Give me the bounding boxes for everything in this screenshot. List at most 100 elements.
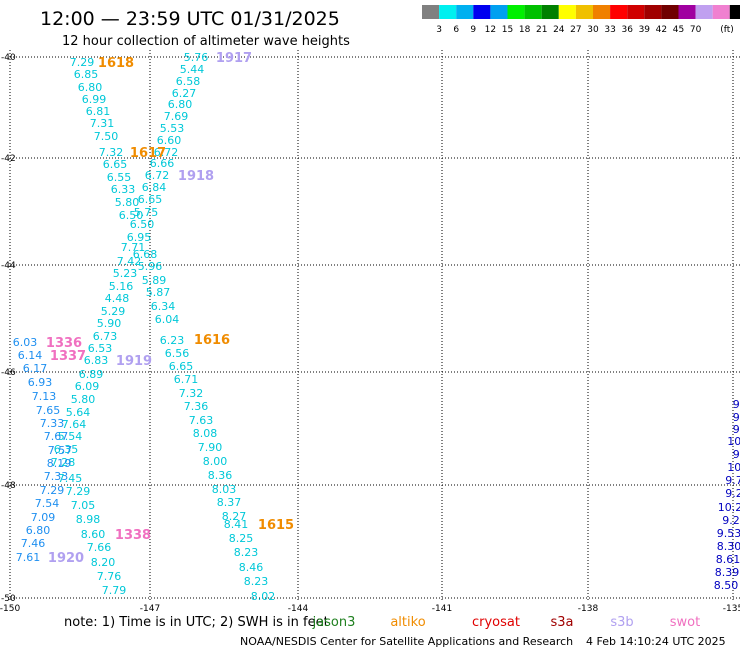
wave-height-value: 7.66 <box>87 541 112 554</box>
wave-height-value: 8.27 <box>222 510 247 523</box>
pass-time: 1338 <box>115 528 151 543</box>
wave-height-value: 9. <box>733 398 740 411</box>
legend-tick-label: 39 <box>639 25 651 35</box>
lat-label: -40 <box>1 53 16 63</box>
lat-label: -50 <box>1 594 16 604</box>
legend-tick-label: 6 <box>453 25 459 35</box>
color-legend: 3 6 9 12 15 18 21 24 27 30 33 36 39 42 45 70 (ft) <box>422 5 740 35</box>
wave-height-value: 8.20 <box>91 556 116 569</box>
wave-height-value: 6.60 <box>157 134 182 147</box>
footer-credit: NOAA/NESDIS Center for Satellite Applica… <box>240 635 573 648</box>
wave-height-value: 6.65 <box>169 360 194 373</box>
legend-swatch <box>541 5 559 19</box>
wave-height-value: 8.50 <box>714 579 739 592</box>
wave-height-value: 5.87 <box>146 286 171 299</box>
lat-label: -42 <box>1 154 16 164</box>
track-b: 5.765.446.586.276.807.695.536.606.726.66… <box>127 51 276 603</box>
wave-height-value: 7.61 <box>16 551 41 564</box>
wave-height-value: 7.90 <box>198 441 223 454</box>
wave-height-value: 5.16 <box>109 280 134 293</box>
wave-height-value: 6.80 <box>26 524 51 537</box>
wave-height-value: 6.72 <box>154 146 179 159</box>
wave-height-value: 5.29 <box>101 305 126 318</box>
wave-height-value: 7.71 <box>121 241 146 254</box>
satellite-altiko: altiko <box>390 615 425 630</box>
legend-tick-label: 12 <box>485 25 496 35</box>
wave-height-value: 7.31 <box>90 117 115 130</box>
wave-height-value: 9.2 <box>725 487 740 500</box>
pass-time: 1616 <box>194 333 230 348</box>
wave-height-value: 6.93 <box>28 376 53 389</box>
wave-height-value: 6.80 <box>78 81 103 94</box>
pass-time: 1617 <box>130 146 166 161</box>
wave-height-value: 7.32 <box>179 387 204 400</box>
legend-swatch <box>695 5 713 19</box>
legend-swatch <box>490 5 508 19</box>
wave-height-value: 8.98 <box>76 513 101 526</box>
wave-height-value: 7.69 <box>164 110 189 123</box>
wave-height-value: 6.83 <box>84 354 109 367</box>
legend-swatch <box>712 5 730 19</box>
wave-height-value: 6.80 <box>168 98 193 111</box>
legend-tick-label: 15 <box>502 25 513 35</box>
wave-height-value: 8.02 <box>251 590 276 603</box>
track-d: 9.9.9.10.9.10.9.79.210.29.29.538.308.618… <box>714 398 740 592</box>
wave-height-value: 8.25 <box>229 532 254 545</box>
wave-height-value: 5.53 <box>160 122 185 135</box>
wave-height-value: 5.80 <box>71 393 96 406</box>
legend-swatch <box>627 5 645 19</box>
legend-tick-label: 70 <box>690 25 702 35</box>
wave-height-value: 6.85 <box>74 68 99 81</box>
legend-swatch <box>610 5 628 19</box>
wave-height-value: 7.50 <box>94 130 119 143</box>
wave-height-value: 9.7 <box>725 474 740 487</box>
footer-note: note: 1) Time is in UTC; 2) SWH is in fe… <box>64 615 329 630</box>
wave-height-value: 7.46 <box>21 537 46 550</box>
satellite-s3b: s3b <box>610 615 633 630</box>
wave-height-value: 9. <box>733 423 740 436</box>
footer-timestamp: 4 Feb 14:10:24 UTC 2025 <box>586 635 726 648</box>
wave-height-value: 5.89 <box>142 274 167 287</box>
wave-height-value: 6.99 <box>82 93 107 106</box>
satellite-jason3: jason3 <box>312 615 356 630</box>
wave-height-value: 6.35 <box>54 443 79 456</box>
satellite-cryosat: cryosat <box>472 615 520 630</box>
wave-height-value: 7.76 <box>97 570 122 583</box>
legend-swatch <box>456 5 474 19</box>
wave-height-value: 9. <box>733 448 740 461</box>
legend-swatch <box>644 5 662 19</box>
wave-height-value: 8.23 <box>244 575 269 588</box>
wave-height-value: 7.67 <box>44 430 69 443</box>
legend-swatch <box>473 5 491 19</box>
wave-height-value: 7.54 <box>35 497 60 510</box>
wave-height-value: 9.2 <box>722 514 740 527</box>
wave-height-value: 5.54 <box>58 430 83 443</box>
lat-label: -46 <box>1 368 16 378</box>
legend-tick-label: 3 <box>436 25 442 35</box>
wave-height-value: 5.96 <box>138 260 163 273</box>
legend-swatch <box>507 5 525 19</box>
legend-swatch <box>729 5 740 19</box>
longitude-labels: -150 -147 -144 -141 -138 -135 <box>0 604 740 614</box>
wave-height-value: 5.90 <box>97 317 122 330</box>
legend-swatch <box>524 5 542 19</box>
wave-height-value: 7.57 <box>48 444 73 457</box>
wave-height-value: 7.42 <box>117 255 142 268</box>
wave-height-value: 6.50 <box>119 209 144 222</box>
wave-height-value: 6.95 <box>127 231 152 244</box>
wave-height-value: 6.50 <box>130 218 155 231</box>
wave-height-value: 6.27 <box>172 87 197 100</box>
map-title: 12:00 — 23:59 UTC 01/31/2025 <box>40 8 340 30</box>
legend-tick-label: 33 <box>604 25 615 35</box>
wave-height-value: 6.84 <box>142 181 167 194</box>
lat-label: -44 <box>1 261 16 271</box>
wave-height-value: 5.80 <box>115 196 140 209</box>
legend-swatch <box>575 5 593 19</box>
lon-label: -138 <box>578 604 599 614</box>
satellite-s3a: s3a <box>550 615 573 630</box>
wave-height-value: 7.79 <box>102 584 127 597</box>
wave-height-value: 7.32 <box>99 146 124 159</box>
legend-unit: (ft) <box>720 25 734 35</box>
wave-height-value: 6.55 <box>107 171 132 184</box>
